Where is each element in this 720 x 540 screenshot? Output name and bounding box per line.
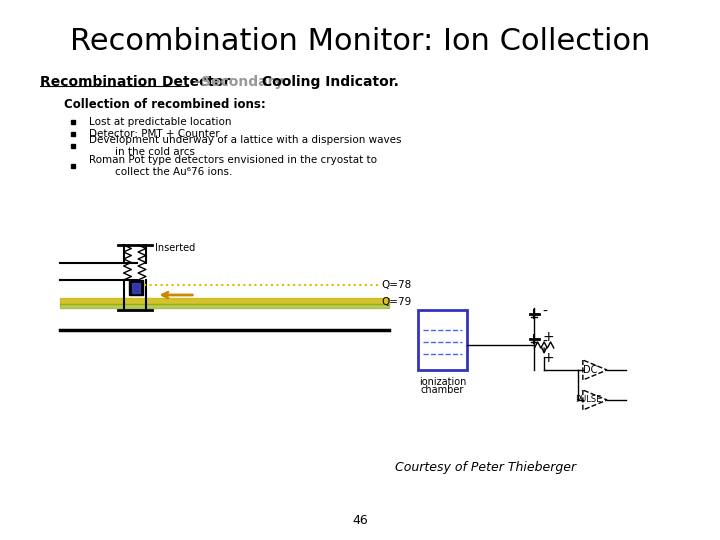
Text: Lost at predictable location: Lost at predictable location: [89, 117, 231, 127]
Text: Courtesy of Peter Thieberger: Courtesy of Peter Thieberger: [395, 462, 577, 475]
Bar: [130, 280, 143, 295]
Text: Q=78: Q=78: [382, 280, 412, 290]
Text: PULSE: PULSE: [575, 395, 602, 404]
Text: Recombination Detector: Recombination Detector: [40, 75, 230, 89]
Text: +: +: [542, 330, 554, 344]
Text: –: –: [189, 75, 206, 89]
Text: Development underway of a lattice with a dispersion waves
        in the cold ar: Development underway of a lattice with a…: [89, 135, 401, 157]
Text: Secondary: Secondary: [201, 75, 284, 89]
Bar: [132, 283, 140, 293]
Text: 46: 46: [352, 514, 368, 526]
Text: Q=79: Q=79: [382, 297, 412, 307]
Text: Collection of recombined ions:: Collection of recombined ions:: [65, 98, 266, 111]
Text: Cooling Indicator.: Cooling Indicator.: [257, 75, 399, 89]
Text: Recombination Monitor: Ion Collection: Recombination Monitor: Ion Collection: [70, 28, 650, 57]
Text: +: +: [542, 351, 554, 365]
Text: -: -: [542, 305, 547, 319]
Text: -: -: [542, 335, 547, 349]
Bar: [418, 310, 467, 370]
Text: chamber: chamber: [420, 385, 464, 395]
Text: DC: DC: [583, 365, 598, 375]
Text: Detector: PMT + Counter: Detector: PMT + Counter: [89, 129, 220, 139]
Text: Inserted: Inserted: [155, 243, 195, 253]
Text: Roman Pot type detectors envisioned in the cryostat to
        collect the Au⁶76: Roman Pot type detectors envisioned in t…: [89, 155, 377, 177]
Text: ionization: ionization: [418, 377, 466, 387]
